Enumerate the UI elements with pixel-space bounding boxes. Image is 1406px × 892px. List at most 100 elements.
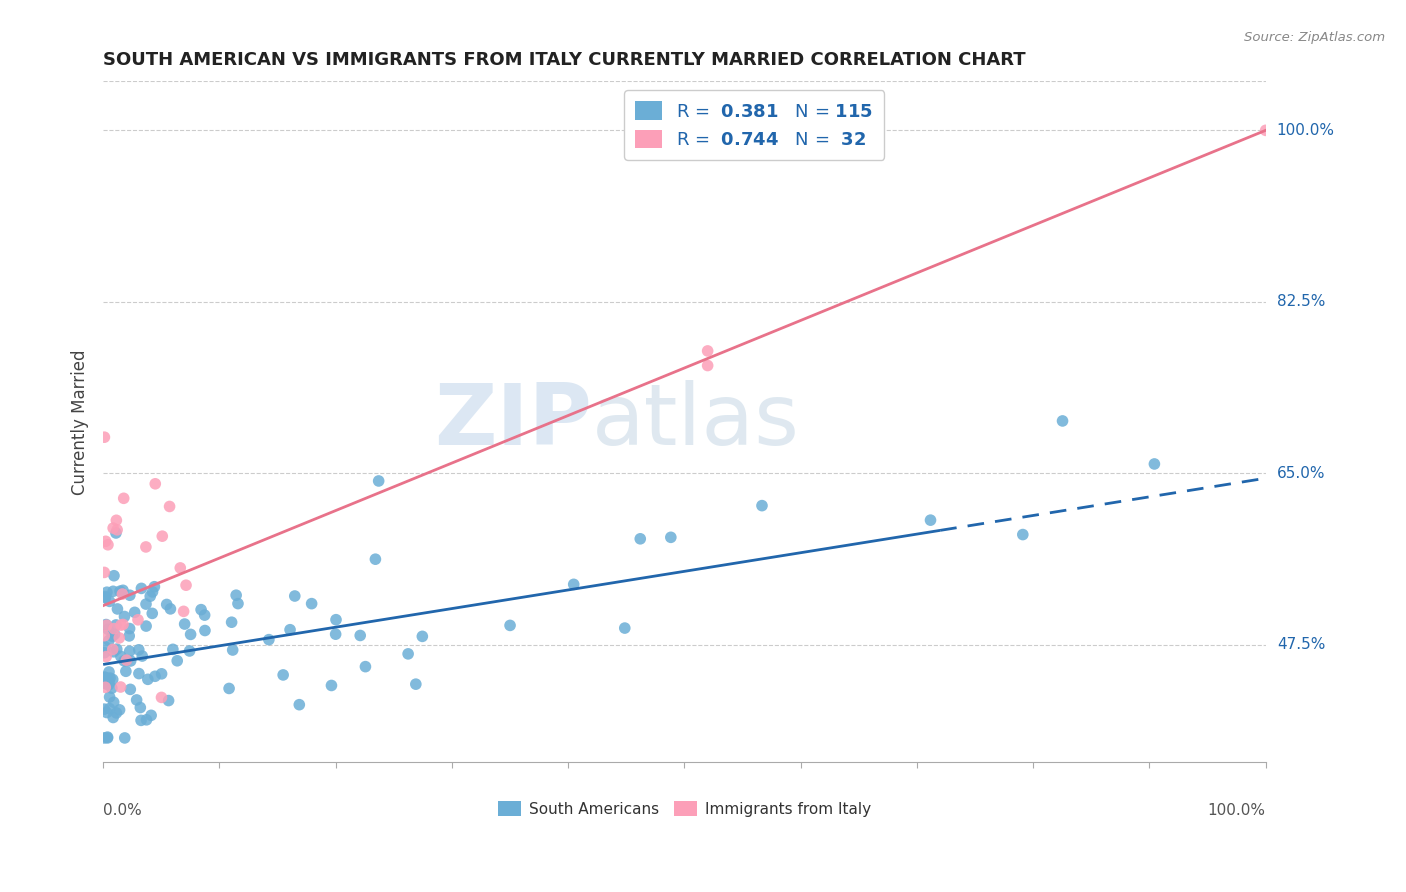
Point	[128, 666, 150, 681]
Point	[105, 642, 128, 657]
Point	[194, 624, 217, 638]
Point	[174, 578, 197, 592]
Point	[103, 627, 125, 641]
Point	[751, 499, 773, 513]
Legend: South Americans, Immigrants from Italy: South Americans, Immigrants from Italy	[492, 795, 877, 823]
Point	[112, 617, 135, 632]
Point	[141, 708, 163, 723]
Point	[94, 591, 117, 605]
Point	[131, 582, 153, 596]
Text: Source: ZipAtlas.com: Source: ZipAtlas.com	[1244, 31, 1385, 45]
Point	[271, 668, 294, 682]
Point	[135, 540, 157, 554]
Text: atlas: atlas	[592, 380, 800, 463]
Point	[166, 654, 188, 668]
Point	[93, 675, 115, 690]
Point	[93, 731, 115, 745]
Point	[118, 588, 141, 602]
Point	[96, 618, 118, 632]
Point	[118, 629, 141, 643]
Point	[114, 731, 136, 745]
Point	[108, 631, 131, 645]
Point	[659, 530, 682, 544]
Point	[96, 649, 118, 664]
Point	[110, 618, 132, 632]
Point	[194, 608, 217, 623]
Text: 47.5%: 47.5%	[1277, 638, 1324, 652]
Point	[288, 698, 311, 712]
Point	[120, 654, 142, 668]
Point	[98, 690, 121, 704]
Point	[920, 513, 942, 527]
Point	[173, 617, 195, 632]
Point	[105, 706, 128, 720]
Point	[143, 476, 166, 491]
Point	[97, 538, 120, 552]
Point	[97, 673, 120, 687]
Point	[107, 602, 129, 616]
Text: 100.0%: 100.0%	[1208, 804, 1265, 818]
Point	[118, 644, 141, 658]
Point	[150, 529, 173, 543]
Point	[101, 673, 124, 687]
Point	[97, 623, 120, 637]
Point	[105, 513, 128, 527]
Point	[190, 602, 212, 616]
Point	[125, 693, 148, 707]
Point	[364, 552, 387, 566]
Point	[111, 583, 134, 598]
Y-axis label: Currently Married: Currently Married	[72, 349, 89, 495]
Point	[257, 632, 280, 647]
Point	[696, 359, 718, 373]
Text: ZIP: ZIP	[433, 380, 592, 463]
Point	[180, 627, 202, 641]
Point	[98, 701, 121, 715]
Point	[301, 597, 323, 611]
Point	[1052, 414, 1074, 428]
Point	[96, 731, 118, 745]
Point	[1011, 527, 1033, 541]
Point	[159, 602, 181, 616]
Text: 100.0%: 100.0%	[1277, 123, 1334, 138]
Text: SOUTH AMERICAN VS IMMIGRANTS FROM ITALY CURRENTLY MARRIED CORRELATION CHART: SOUTH AMERICAN VS IMMIGRANTS FROM ITALY …	[103, 51, 1026, 69]
Point	[141, 585, 163, 599]
Point	[135, 619, 157, 633]
Point	[98, 594, 121, 608]
Point	[157, 693, 180, 707]
Point	[115, 665, 138, 679]
Point	[124, 605, 146, 619]
Point	[96, 585, 118, 599]
Point	[141, 607, 163, 621]
Point	[101, 521, 124, 535]
Point	[98, 671, 121, 685]
Point	[173, 604, 195, 618]
Point	[221, 643, 243, 657]
Point	[93, 646, 115, 660]
Point	[110, 649, 132, 664]
Point	[94, 677, 117, 691]
Point	[150, 690, 173, 705]
Text: 82.5%: 82.5%	[1277, 294, 1324, 310]
Point	[562, 577, 585, 591]
Point	[284, 589, 307, 603]
Point	[111, 587, 134, 601]
Point	[696, 343, 718, 358]
Point	[325, 627, 347, 641]
Point	[1254, 123, 1277, 137]
Point	[103, 645, 125, 659]
Point	[131, 648, 153, 663]
Point	[101, 710, 124, 724]
Point	[613, 621, 636, 635]
Text: 65.0%: 65.0%	[1277, 466, 1326, 481]
Point	[135, 597, 157, 611]
Point	[114, 609, 136, 624]
Point	[101, 681, 124, 696]
Point	[128, 642, 150, 657]
Point	[278, 623, 301, 637]
Point	[93, 566, 115, 580]
Point	[108, 584, 131, 599]
Point	[136, 673, 159, 687]
Point	[218, 681, 240, 696]
Point	[94, 640, 117, 654]
Point	[110, 680, 132, 694]
